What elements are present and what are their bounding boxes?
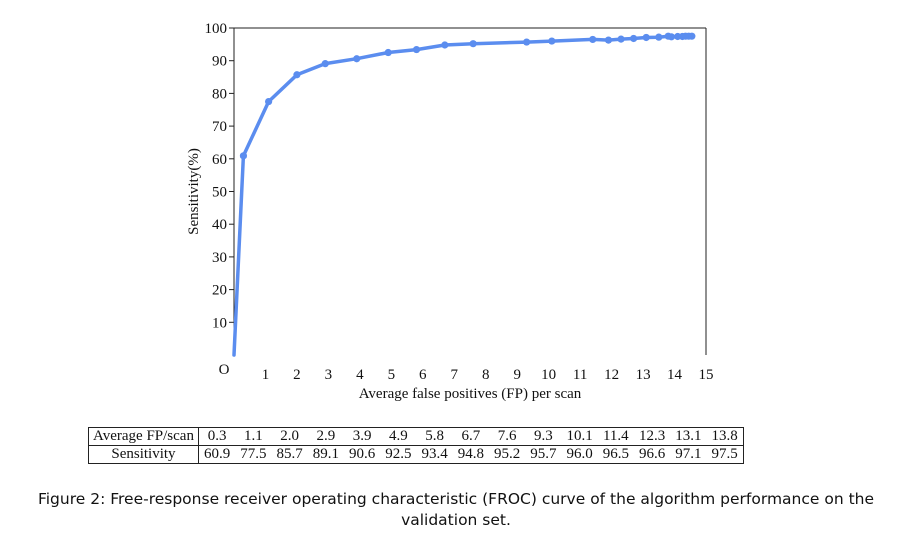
origin-label: O xyxy=(219,362,230,378)
table-cell-fp: 4.9 xyxy=(380,427,417,446)
x-tick-label: 7 xyxy=(451,367,459,383)
plot-area xyxy=(232,32,696,357)
data-point xyxy=(412,45,421,54)
x-tick-label: 9 xyxy=(513,367,521,383)
table-row-sensitivity: Sensitivity 60.9 77.5 85.7 89.1 90.6 92.5 93.4… xyxy=(88,445,744,464)
y-tick-label: 80 xyxy=(212,86,227,102)
table-cell-fp: 6.7 xyxy=(452,427,489,446)
y-axis-title: Sensitivity(%) xyxy=(186,148,202,235)
y-tick-label: 50 xyxy=(212,185,227,201)
table-cell-sensitivity: 92.5 xyxy=(380,445,417,464)
data-point xyxy=(688,32,696,40)
x-tick-label: 3 xyxy=(325,367,333,383)
table-cell-sensitivity: 96.5 xyxy=(597,445,634,464)
x-tick-label: 6 xyxy=(419,367,427,383)
data-point xyxy=(617,35,625,43)
figure-caption: Figure 2: Free-response receiver operati… xyxy=(37,490,875,529)
data-point xyxy=(293,71,301,79)
y-axis-ticks: 10 20 30 40 50 60 70 80 90 100 xyxy=(205,21,234,331)
data-point xyxy=(441,41,449,49)
table-cell-fp: 2.9 xyxy=(307,427,344,446)
table-cell-sensitivity: 85.7 xyxy=(271,445,308,464)
data-point xyxy=(655,33,663,41)
table-cell-fp: 3.9 xyxy=(343,427,381,446)
data-point xyxy=(321,60,329,68)
table-header-fp: Average FP/scan xyxy=(88,427,199,446)
table-cell-sensitivity: 95.7 xyxy=(525,445,562,464)
data-point xyxy=(384,48,392,57)
y-tick-label: 30 xyxy=(212,250,227,266)
x-tick-label: 15 xyxy=(699,367,714,383)
table-cell-sensitivity: 90.6 xyxy=(343,445,381,464)
y-tick-label: 100 xyxy=(205,21,228,37)
y-tick-label: 20 xyxy=(212,283,227,299)
x-tick-label: 2 xyxy=(293,367,301,383)
x-axis-ticks: 1 2 3 4 5 6 7 8 9 10 11 12 13 14 15 xyxy=(262,367,714,383)
table-cell-sensitivity: 95.2 xyxy=(488,445,526,464)
table-cell-sensitivity: 77.5 xyxy=(235,445,272,464)
table-cell-sensitivity: 96.0 xyxy=(561,445,598,464)
table-cell-fp: 2.0 xyxy=(271,427,308,446)
results-table: Average FP/scan 0.3 1.1 2.0 2.9 3.9 4.9 5.8 6.7… xyxy=(88,427,744,464)
table-cell-fp: 9.3 xyxy=(525,427,562,446)
table-cell-fp: 5.8 xyxy=(416,427,453,446)
data-point xyxy=(239,152,248,160)
froc-curve-line xyxy=(232,34,694,357)
y-tick-label: 70 xyxy=(212,119,227,135)
data-point xyxy=(667,33,675,41)
table-row-fp: Average FP/scan 0.3 1.1 2.0 2.9 3.9 4.9 5.8 6.7… xyxy=(88,427,744,446)
data-point xyxy=(589,35,597,44)
table-cell-fp: 11.4 xyxy=(597,427,634,446)
data-point xyxy=(353,55,361,63)
data-point xyxy=(523,38,531,46)
table-cell-fp: 0.3 xyxy=(198,427,236,446)
table-cell-sensitivity: 97.5 xyxy=(706,445,744,464)
data-point xyxy=(642,33,650,42)
data-point xyxy=(469,40,477,48)
table-cell-fp: 13.1 xyxy=(670,427,707,446)
data-point xyxy=(548,37,556,45)
x-axis-title: Average false positives (FP) per scan xyxy=(359,386,582,402)
y-tick-label: 40 xyxy=(212,217,227,233)
y-tick-label: 60 xyxy=(212,152,227,168)
x-tick-label: 11 xyxy=(573,367,587,383)
table-cell-fp: 1.1 xyxy=(235,427,272,446)
table-cell-sensitivity: 89.1 xyxy=(307,445,344,464)
table-cell-fp: 7.6 xyxy=(488,427,526,446)
x-tick-label: 12 xyxy=(604,367,619,383)
table-header-sensitivity: Sensitivity xyxy=(88,445,199,464)
table-cell-fp: 10.1 xyxy=(561,427,598,446)
table-cell-sensitivity: 60.9 xyxy=(198,445,236,464)
x-tick-label: 5 xyxy=(388,367,396,383)
chart-axes xyxy=(233,27,707,355)
x-tick-label: 13 xyxy=(636,367,651,383)
x-tick-label: 4 xyxy=(356,367,364,383)
table-cell-fp: 12.3 xyxy=(633,427,671,446)
x-tick-label: 10 xyxy=(541,367,556,383)
data-point xyxy=(630,34,638,43)
table-cell-fp: 13.8 xyxy=(706,427,744,446)
table-cell-sensitivity: 93.4 xyxy=(416,445,453,464)
table-cell-sensitivity: 97.1 xyxy=(670,445,707,464)
data-point xyxy=(265,97,273,106)
x-tick-label: 1 xyxy=(262,367,270,383)
y-tick-label: 10 xyxy=(212,315,227,331)
x-tick-label: 14 xyxy=(667,367,683,383)
table-cell-sensitivity: 96.6 xyxy=(633,445,671,464)
table-cell-sensitivity: 94.8 xyxy=(452,445,489,464)
y-tick-label: 90 xyxy=(212,54,227,70)
x-tick-label: 8 xyxy=(482,367,490,383)
data-point xyxy=(604,36,613,44)
